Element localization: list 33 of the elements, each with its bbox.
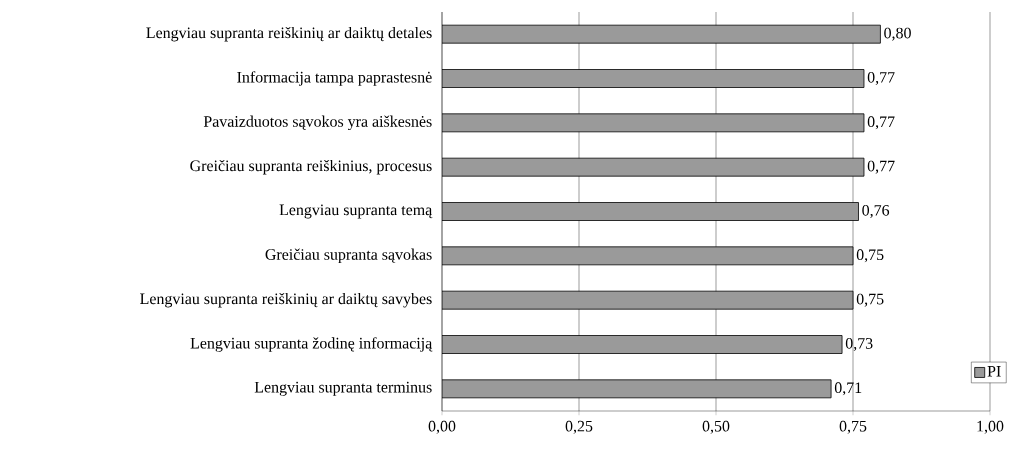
y-tick-label: Greičiau supranta reiškinius, procesus xyxy=(190,159,432,175)
y-tick-label: Informacija tampa paprastesnė xyxy=(237,71,432,86)
bar xyxy=(442,113,865,133)
x-tick-label: 0,25 xyxy=(565,420,593,434)
bar xyxy=(442,202,859,221)
bar xyxy=(442,246,854,266)
legend-label: PI xyxy=(987,366,1001,377)
y-tick-label: Lengviau supranta terminus xyxy=(254,381,432,396)
bar xyxy=(442,290,854,310)
x-tick-label: 0,75 xyxy=(839,420,867,434)
bar xyxy=(442,379,832,399)
x-tick-label: 1,00 xyxy=(977,420,1004,434)
bar xyxy=(442,335,843,354)
bar xyxy=(442,69,865,88)
y-tick-label: Lengviau supranta žodinę informaciją xyxy=(190,337,433,352)
data-label: 0,75 xyxy=(856,293,884,307)
bar xyxy=(442,24,881,44)
data-label: 0,75 xyxy=(856,249,884,263)
data-label: 0,77 xyxy=(867,160,895,174)
y-tick-label: Lengviau supranta reiškinių ar daiktų detales xyxy=(146,26,432,42)
data-label: 0,77 xyxy=(867,71,895,86)
y-tick-label: Greičiau supranta sąvokas xyxy=(265,248,432,264)
y-tick-label: Lengviau supranta reiškinių ar daiktų savybes xyxy=(140,292,432,308)
data-label: 0,71 xyxy=(834,382,862,396)
data-label: 0,80 xyxy=(884,27,911,41)
bar xyxy=(442,157,865,177)
data-label: 0,76 xyxy=(862,204,890,219)
x-tick-label: 0,50 xyxy=(702,420,730,434)
y-tick-label: Pavaizduotos sąvokos yra aiškesnės xyxy=(203,115,432,131)
y-tick-label: Lengviau supranta temą xyxy=(279,204,433,219)
data-label: 0,77 xyxy=(867,116,895,130)
data-label: 0,73 xyxy=(845,337,873,352)
x-tick-label: 0,00 xyxy=(428,420,456,434)
